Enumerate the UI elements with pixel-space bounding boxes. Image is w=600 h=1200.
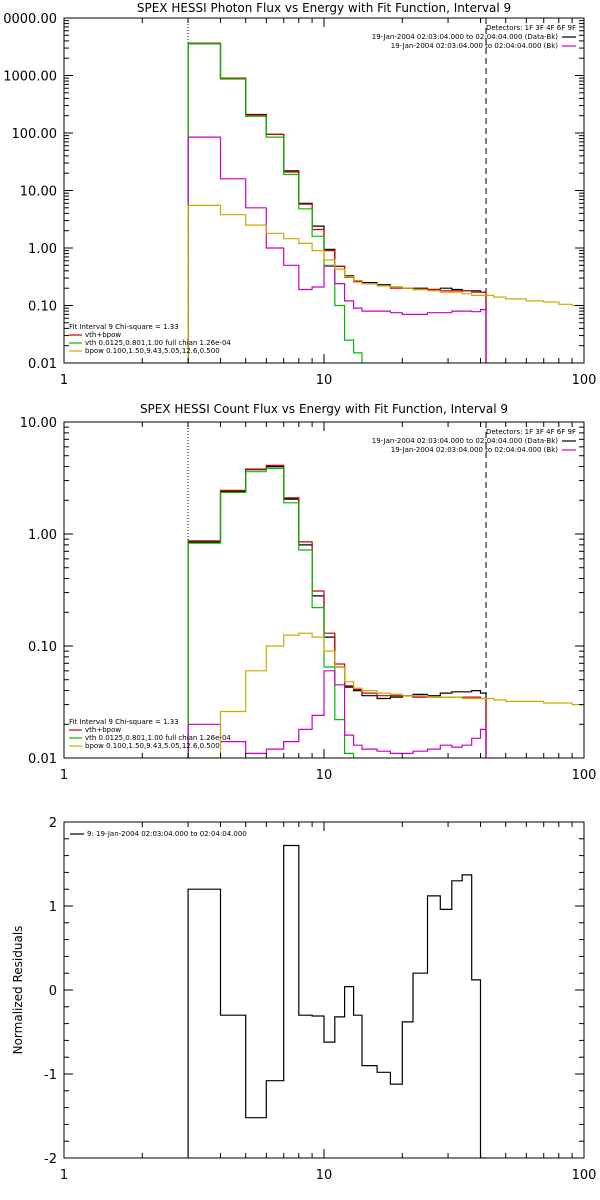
legend-entry-label: vth 0.0125,0.801,1.00 full chian 1.26e-0… bbox=[85, 339, 231, 347]
y-tick-label: 0.10 bbox=[28, 300, 57, 315]
series-line-1 bbox=[187, 466, 487, 758]
series-line-4 bbox=[187, 136, 487, 363]
series-line-2 bbox=[187, 42, 487, 363]
y-tick-label: 0000.00 bbox=[3, 12, 57, 27]
legend-entry-label: 19-Jan-2004 02:03:04.000 to 02:04:04.000… bbox=[372, 33, 559, 41]
chart-panel-3: Normalized Residuals 1 10 100 -2 -1 0 1 2 9: 19-J… bbox=[11, 816, 596, 1183]
y-tick-label: 1.00 bbox=[28, 242, 57, 257]
y-tick-label: 10.00 bbox=[20, 185, 57, 200]
series-line-3 bbox=[187, 43, 363, 363]
series-line-2 bbox=[187, 464, 487, 758]
legend-entry-label: vth+bpow bbox=[85, 331, 121, 339]
y-tick-label: 0.01 bbox=[28, 752, 57, 767]
y-tick-label: 0.10 bbox=[28, 640, 57, 655]
y-tick-label: 1000.00 bbox=[3, 70, 57, 85]
series-line-4 bbox=[187, 670, 487, 758]
legend-entry-label: 9: 19-Jan-2004 02:03:04.000 to 02:04:04.… bbox=[87, 830, 247, 838]
x-tick-label: 100 bbox=[572, 768, 597, 783]
x-tick-label: 1 bbox=[60, 768, 68, 783]
legend-title: Fit Interval 9 Chi-square = 1.33 bbox=[69, 323, 179, 331]
chart-title: SPEX HESSI Photon Flux vs Energy with Fi… bbox=[137, 1, 511, 15]
legend-bottom-left: Fit Interval 9 Chi-square = 1.33vth+bpow… bbox=[69, 718, 231, 750]
legend-title: Fit Interval 9 Chi-square = 1.33 bbox=[69, 718, 179, 726]
legend-title: Detectors: 1F 3F 4F 6F 9F bbox=[486, 428, 576, 436]
legend-entry-label: vth 0.0125,0.801,1.00 full chian 1.26e-0… bbox=[85, 734, 231, 742]
y-axis-label: Normalized Residuals bbox=[11, 926, 25, 1055]
y-tick-label: 0 bbox=[49, 984, 57, 999]
chart-panel-2: SPEX HESSI Count Flux vs Energy with Fit… bbox=[20, 402, 597, 783]
y-tick-label: 100.00 bbox=[12, 127, 58, 142]
x-tick-label: 100 bbox=[572, 373, 597, 388]
series-line-5 bbox=[188, 632, 584, 758]
chart-panel-1: SPEX HESSI Photon Flux vs Energy with Fi… bbox=[3, 1, 596, 388]
x-tick-label: 10 bbox=[316, 768, 333, 783]
series-line-1 bbox=[187, 42, 487, 363]
x-tick-label: 10 bbox=[316, 373, 333, 388]
legend-bottom-left: Fit Interval 9 Chi-square = 1.33vth+bpow… bbox=[69, 323, 231, 355]
y-tick-label: -1 bbox=[44, 1068, 57, 1083]
x-tick-label: 1 bbox=[60, 1168, 68, 1183]
legend-entry-label: vth+bpow bbox=[85, 726, 121, 734]
x-tick-label: 1 bbox=[60, 373, 68, 388]
legend-title: Detectors: 1F 3F 4F 6F 9F bbox=[486, 24, 576, 32]
series-line-3 bbox=[187, 467, 355, 758]
legend-entry-label: 19-Jan-2004 02:03:04.000 to 02:04:04.000… bbox=[372, 437, 559, 445]
x-tick-label: 10 bbox=[316, 1168, 333, 1183]
y-tick-label: 1 bbox=[49, 900, 57, 915]
legend-entry-label: bpow 0.100,1.50,9.43,5.05,12.6,0.500 bbox=[85, 742, 220, 750]
series-line-1 bbox=[187, 844, 486, 1158]
y-tick-label: 1.00 bbox=[28, 528, 57, 543]
y-tick-label: 0.01 bbox=[28, 357, 57, 372]
legend-entry-label: 19-Jan-2004 02:03:04.000 to 02:04:04.000… bbox=[391, 446, 559, 454]
y-tick-label: 10.00 bbox=[20, 416, 57, 431]
plot-frame bbox=[63, 821, 585, 1159]
plot-frame bbox=[63, 17, 585, 364]
legend-entry-label: 19-Jan-2004 02:03:04.000 to 02:04:04.000… bbox=[391, 42, 559, 50]
y-tick-label: -2 bbox=[44, 1152, 57, 1167]
legend-top-left: 9: 19-Jan-2004 02:03:04.000 to 02:04:04.… bbox=[70, 830, 247, 838]
x-tick-label: 100 bbox=[572, 1168, 597, 1183]
legend-entry-label: bpow 0.100,1.50,9.43,5.05,12.6,0.500 bbox=[85, 347, 220, 355]
series-line-5 bbox=[187, 204, 584, 363]
y-tick-label: 2 bbox=[49, 816, 57, 831]
chart-title: SPEX HESSI Count Flux vs Energy with Fit… bbox=[140, 402, 508, 416]
